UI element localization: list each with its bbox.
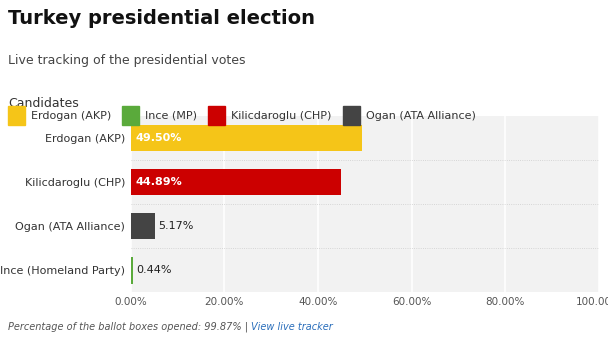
Text: 44.89%: 44.89% xyxy=(136,177,182,187)
Text: Candidates: Candidates xyxy=(8,97,78,110)
Text: 49.50%: 49.50% xyxy=(136,133,182,143)
Text: Kilicdaroglu (CHP): Kilicdaroglu (CHP) xyxy=(232,111,332,121)
Text: Turkey presidential election: Turkey presidential election xyxy=(8,9,315,28)
Text: Erdogan (AKP): Erdogan (AKP) xyxy=(31,111,111,121)
Text: 0.44%: 0.44% xyxy=(137,265,172,275)
Bar xyxy=(131,213,155,239)
Text: Percentage of the ballot boxes opened: 99.87% |: Percentage of the ballot boxes opened: 9… xyxy=(8,322,251,332)
Text: Ince (MP): Ince (MP) xyxy=(145,111,198,121)
Bar xyxy=(131,125,362,151)
Bar xyxy=(131,257,133,284)
Bar xyxy=(131,169,341,195)
Text: View live tracker: View live tracker xyxy=(251,322,333,332)
Text: 5.17%: 5.17% xyxy=(159,221,194,231)
Text: Ogan (ATA Alliance): Ogan (ATA Alliance) xyxy=(366,111,475,121)
Text: Live tracking of the presidential votes: Live tracking of the presidential votes xyxy=(8,54,246,67)
